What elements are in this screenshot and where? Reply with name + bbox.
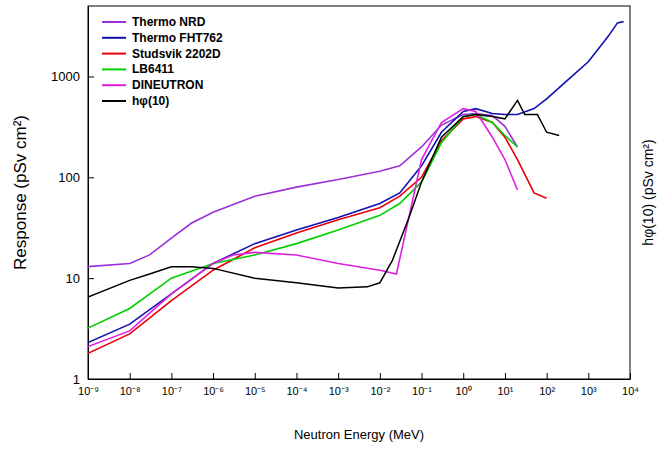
legend-item: Thermo FHT762 [102, 31, 223, 45]
x-tick-label: 10⁻⁴ [286, 385, 307, 397]
x-tick-label: 10² [539, 385, 555, 397]
x-tick: 10⁻⁴ [286, 373, 307, 397]
plot-frame [88, 6, 630, 379]
x-tick-label: 10⁻⁶ [203, 385, 224, 397]
x-axis: 10⁻⁹ 10⁻⁸ 10⁻⁷ 10⁻⁶ 10⁻⁵ 10⁻⁴ 10⁻³ 10⁻² 10⁻¹ 10⁰ 1… [78, 373, 639, 397]
legend-label: Thermo NRD [132, 15, 206, 29]
x-tick-label: 10⁻⁷ [162, 385, 182, 397]
y-axis: 1 10 100 1000 [51, 7, 94, 387]
y-axis-line [88, 7, 89, 380]
chart: 10⁻⁹ 10⁻⁸ 10⁻⁷ 10⁻⁶ 10⁻⁵ 10⁻⁴ 10⁻³ 10⁻² 10⁻¹ 10⁰ 1… [0, 0, 665, 449]
x-tick: 10⁻⁸ [120, 373, 141, 397]
x-tick: 10² [539, 373, 555, 397]
x-tick-mark [213, 373, 214, 379]
x-tick-label: 10⁻³ [329, 385, 349, 397]
y-tick: 1 [73, 372, 94, 387]
y-tick-mark [88, 76, 94, 77]
x-tick-label: 10⁻² [370, 385, 390, 397]
plot: 10⁻⁹ 10⁻⁸ 10⁻⁷ 10⁻⁶ 10⁻⁵ 10⁻⁴ 10⁻³ 10⁻² 10⁻¹ 10⁰ 1… [51, 6, 639, 397]
x-tick-mark [380, 373, 381, 379]
x-tick: 10³ [581, 373, 597, 397]
series-line [88, 109, 517, 347]
legend-swatch [102, 21, 126, 23]
series-line [88, 117, 547, 354]
x-tick-mark [547, 373, 548, 379]
x-tick-mark [338, 373, 339, 379]
y-tick: 100 [58, 170, 94, 185]
x-tick: 10⁻⁷ [162, 373, 182, 397]
legend-item: Thermo NRD [102, 15, 206, 29]
x-tick-label: 10⁰ [456, 385, 472, 397]
legend-swatch [102, 68, 126, 70]
legend: Thermo NRD Thermo FHT762 Studsvik 2202DLB6… [102, 15, 223, 108]
y-tick-label: 10 [66, 271, 80, 286]
y-tick-label: 100 [58, 170, 80, 185]
series-line [88, 113, 517, 266]
x-axis-line [89, 379, 631, 380]
y-tick-mark [88, 278, 94, 279]
legend-label: DINEUTRON [132, 78, 203, 92]
x-tick: 10⁻³ [329, 373, 349, 397]
x-tick-mark [630, 373, 631, 379]
x-tick-label: 10⁻⁵ [245, 385, 266, 397]
x-tick: 10⁰ [456, 373, 472, 397]
x-tick-mark [422, 373, 423, 379]
x-tick-label: 10⁴ [622, 385, 639, 397]
y-tick: 1000 [51, 69, 94, 84]
legend-item: Studsvik 2202D [102, 47, 221, 61]
legend-label: Thermo FHT762 [132, 31, 223, 45]
x-tick: 10⁻¹ [412, 373, 432, 397]
x-tick: 10⁻⁵ [245, 373, 266, 397]
legend-swatch [102, 53, 126, 55]
legend-label: Studsvik 2202D [132, 47, 221, 61]
x-tick-label: 10⁻⁸ [120, 385, 141, 397]
series-line [88, 114, 517, 328]
legend-swatch [102, 84, 126, 86]
x-tick: 10⁴ [622, 373, 639, 397]
series-group [88, 22, 624, 354]
legend-label: hφ(10) [132, 94, 169, 108]
y-tick: 10 [66, 271, 94, 286]
x-tick-mark [505, 373, 506, 379]
y-tick-mark [88, 379, 94, 380]
x-tick-label: 10¹ [497, 385, 513, 397]
legend-label: LB6411 [132, 62, 174, 76]
x-tick-label: 10⁻¹ [412, 385, 432, 397]
legend-item: hφ(10) [102, 94, 169, 108]
legend-item: DINEUTRON [102, 78, 203, 92]
x-tick-label: 10⁻⁹ [78, 385, 99, 397]
x-tick: 10⁻⁶ [203, 373, 224, 397]
x-tick-label: 10³ [581, 385, 597, 397]
y-tick-label: 1000 [51, 69, 80, 84]
x-tick-mark [171, 373, 172, 379]
legend-item: LB6411 [102, 62, 174, 76]
x-tick-mark [588, 373, 589, 379]
y-tick-mark [88, 177, 94, 178]
y-tick-label: 1 [73, 372, 80, 387]
y-axis-title: Response (pSv cm²) [11, 115, 30, 270]
x-tick: 10⁻² [370, 373, 390, 397]
x-tick-mark [255, 373, 256, 379]
x-tick-mark [130, 373, 131, 379]
legend-swatch [102, 100, 126, 102]
x-tick: 10¹ [497, 373, 513, 397]
y2-axis-title: hφ(10) (pSv cm²) [640, 139, 656, 245]
x-tick-mark [296, 373, 297, 379]
series-line [88, 100, 559, 297]
legend-swatch [102, 37, 126, 39]
series-line [88, 22, 624, 343]
x-axis-title: Neutron Energy (MeV) [294, 427, 424, 442]
x-tick-mark [463, 373, 464, 379]
